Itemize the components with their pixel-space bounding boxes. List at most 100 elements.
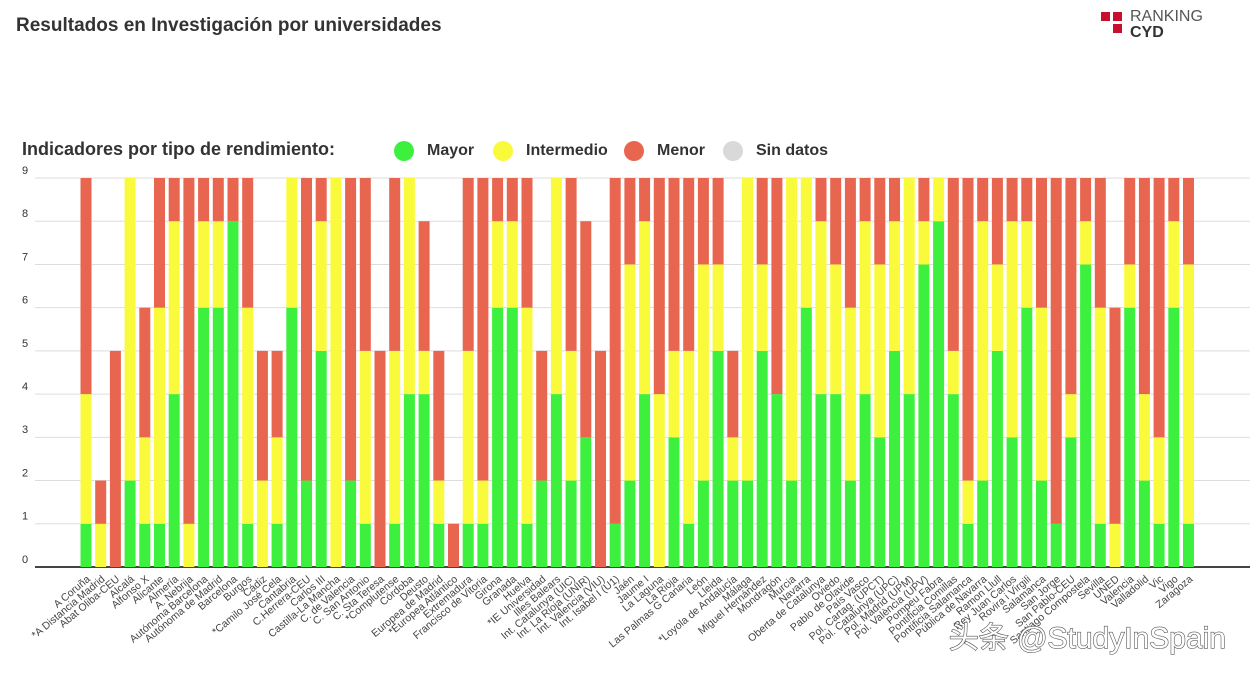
bar-segment (1183, 264, 1194, 524)
bar-segment (639, 394, 651, 567)
bar-segment (1080, 178, 1092, 222)
bar-segment (889, 350, 900, 567)
bar-segment (712, 264, 724, 351)
bar-segment (286, 178, 298, 308)
bar-segment (389, 523, 401, 567)
bar-segment (492, 307, 504, 567)
logo-square (1113, 12, 1122, 21)
bar-segment (418, 221, 430, 351)
bar-segment (889, 221, 900, 351)
bar-segment (389, 350, 401, 524)
bar-segment (977, 480, 989, 567)
bar-segment (80, 394, 92, 524)
bar-segment (1080, 221, 1092, 265)
bar-segment (977, 221, 989, 481)
bar-segment (315, 178, 327, 222)
bar-segment (1065, 394, 1077, 438)
bar-segment (1094, 523, 1106, 567)
bar-segment (800, 178, 812, 308)
legend-swatch (723, 141, 743, 161)
bar-segment (1036, 178, 1047, 308)
bar-segment (1138, 178, 1150, 395)
bar-segment (991, 178, 1003, 265)
bar-segment (756, 178, 768, 265)
bar-segment (1124, 307, 1136, 567)
y-tick-label: 1 (22, 511, 28, 523)
bar-segment (242, 178, 254, 308)
y-tick-label: 9 (22, 165, 28, 177)
bar-segment (874, 178, 886, 265)
bar-segment (727, 480, 739, 567)
bar-segment (889, 178, 900, 222)
bar-segment (271, 350, 283, 438)
bar-segment (521, 178, 533, 308)
bar-segment (815, 221, 827, 395)
chart-title: Resultados en Investigación por universi… (16, 15, 442, 36)
legend-label: Menor (657, 142, 705, 159)
bar-segment (918, 178, 930, 222)
bar-segment (903, 178, 915, 395)
watermark: 头条 @StudyInSpain (949, 622, 1226, 655)
bar-segment (1065, 178, 1077, 395)
bar-segment (1138, 394, 1150, 481)
bar-segment (697, 480, 709, 567)
bar-segment (227, 178, 239, 222)
bar-segment (1080, 264, 1092, 567)
bar-segment (433, 523, 445, 567)
bar-segment (139, 307, 151, 438)
bar-segment (212, 307, 224, 567)
bar-segment (624, 480, 636, 567)
bar-segment (1050, 178, 1062, 524)
bar-segment (991, 350, 1003, 567)
bar-segment (80, 178, 92, 395)
bar-segment (462, 350, 474, 524)
bar-segment (403, 178, 415, 395)
bar-segment (315, 350, 327, 567)
bar-segment (418, 394, 430, 567)
bar-segment (1094, 307, 1106, 524)
bar-segment (859, 221, 871, 395)
bar-segment (477, 480, 489, 524)
bar-segment (1168, 307, 1180, 567)
bar-segment (609, 178, 621, 524)
bar-segment (1153, 437, 1165, 524)
bar-segment (903, 394, 915, 567)
bar-segment (506, 178, 518, 222)
y-tick-label: 2 (22, 467, 28, 479)
bar-segment (1036, 307, 1047, 481)
bar-segment (727, 437, 739, 481)
bar-segment (198, 178, 210, 222)
bar-segment (800, 307, 812, 567)
bar-segment (124, 480, 136, 567)
bar-segment (727, 350, 739, 438)
bar-segment (492, 178, 504, 222)
bar-segment (550, 394, 562, 567)
bar-segment (550, 178, 562, 395)
bar-segment (580, 221, 592, 438)
bar-segment (815, 394, 827, 567)
logo-text: CYD (1130, 24, 1164, 41)
y-tick-label: 4 (22, 381, 28, 393)
bar-segment (227, 221, 239, 567)
bar-segment (389, 178, 401, 351)
bar-segment (830, 394, 842, 567)
bar-segment (947, 394, 959, 567)
bar-segment (1050, 523, 1062, 567)
bar-segment (183, 523, 195, 567)
bar-segment (359, 178, 371, 351)
bar-segment (653, 394, 665, 567)
bar-segment (139, 523, 151, 567)
bar-segment (154, 307, 165, 524)
bar-segment (933, 178, 945, 222)
logo-square (1101, 12, 1110, 21)
bar-segment (933, 221, 945, 567)
bar-segment (991, 264, 1003, 351)
bar-segment (786, 178, 798, 481)
bar-segment (154, 523, 165, 567)
bar-segment (286, 307, 298, 567)
bar-segment (1036, 480, 1047, 567)
bar-segment (697, 178, 709, 265)
bar-segment (345, 480, 357, 567)
legend-swatch (493, 141, 513, 161)
